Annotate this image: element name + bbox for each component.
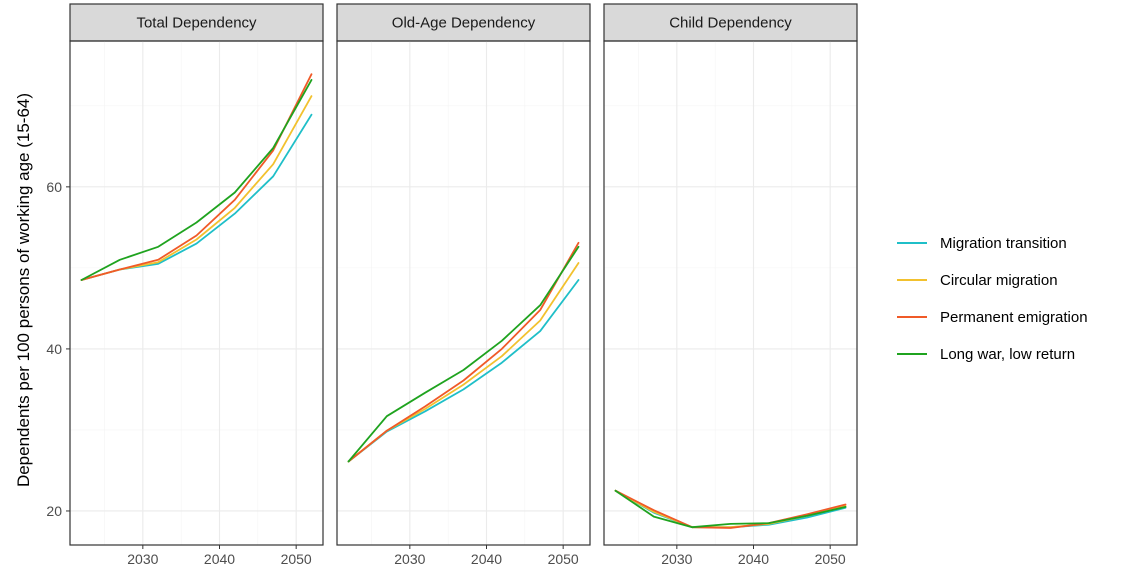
series-line-permanent-emigration: [614, 489, 847, 529]
legend-label: Migration transition: [940, 235, 1067, 252]
legend-item: Migration transition: [897, 235, 1067, 252]
x-tick-label: 2030: [127, 551, 158, 567]
facet-title: Total Dependency: [136, 15, 257, 32]
panel-border: [603, 40, 858, 546]
series-line-permanent-emigration: [80, 73, 313, 281]
x-tick-label: 2040: [204, 551, 235, 567]
panel-border: [69, 40, 324, 546]
panel-1: Old-Age Dependency 2030 2040 2050: [336, 3, 591, 567]
series-line-circular-migration: [347, 262, 580, 463]
series-line-long-war-low-return: [614, 489, 847, 529]
y-tick-label: 40: [46, 341, 62, 357]
y-tick-label: 20: [46, 503, 62, 519]
legend-item: Circular migration: [897, 272, 1058, 289]
legend: Migration transition Circular migration Pe…: [897, 235, 1088, 363]
series-line-circular-migration: [80, 95, 313, 281]
x-tick-label: 2040: [471, 551, 502, 567]
series-line-permanent-emigration: [347, 241, 580, 463]
facet-title: Child Dependency: [669, 15, 792, 32]
x-tick-label: 2050: [281, 551, 312, 567]
x-tick-label: 2050: [548, 551, 579, 567]
y-axis: 20 40 60: [46, 179, 70, 519]
x-tick-label: 2040: [738, 551, 769, 567]
x-tick-label: 2030: [394, 551, 425, 567]
y-axis-label: Dependents per 100 persons of working ag…: [14, 93, 33, 487]
facet-title: Old-Age Dependency: [392, 15, 536, 32]
panel-0: Total Dependency 2030 2040 2050: [69, 3, 324, 567]
legend-label: Circular migration: [940, 272, 1058, 289]
facet-strip: [69, 3, 324, 42]
x-tick-label: 2050: [815, 551, 846, 567]
series-line-long-war-low-return: [80, 79, 313, 281]
panel-border: [336, 40, 591, 546]
panel-2: Child Dependency 2030 2040 2050: [603, 3, 858, 567]
y-tick-label: 60: [46, 179, 62, 195]
legend-item: Permanent emigration: [897, 309, 1088, 326]
series-line-long-war-low-return: [347, 245, 580, 463]
legend-item: Long war, low return: [897, 346, 1075, 363]
legend-label: Permanent emigration: [940, 309, 1088, 326]
legend-label: Long war, low return: [940, 346, 1075, 363]
x-tick-label: 2030: [661, 551, 692, 567]
